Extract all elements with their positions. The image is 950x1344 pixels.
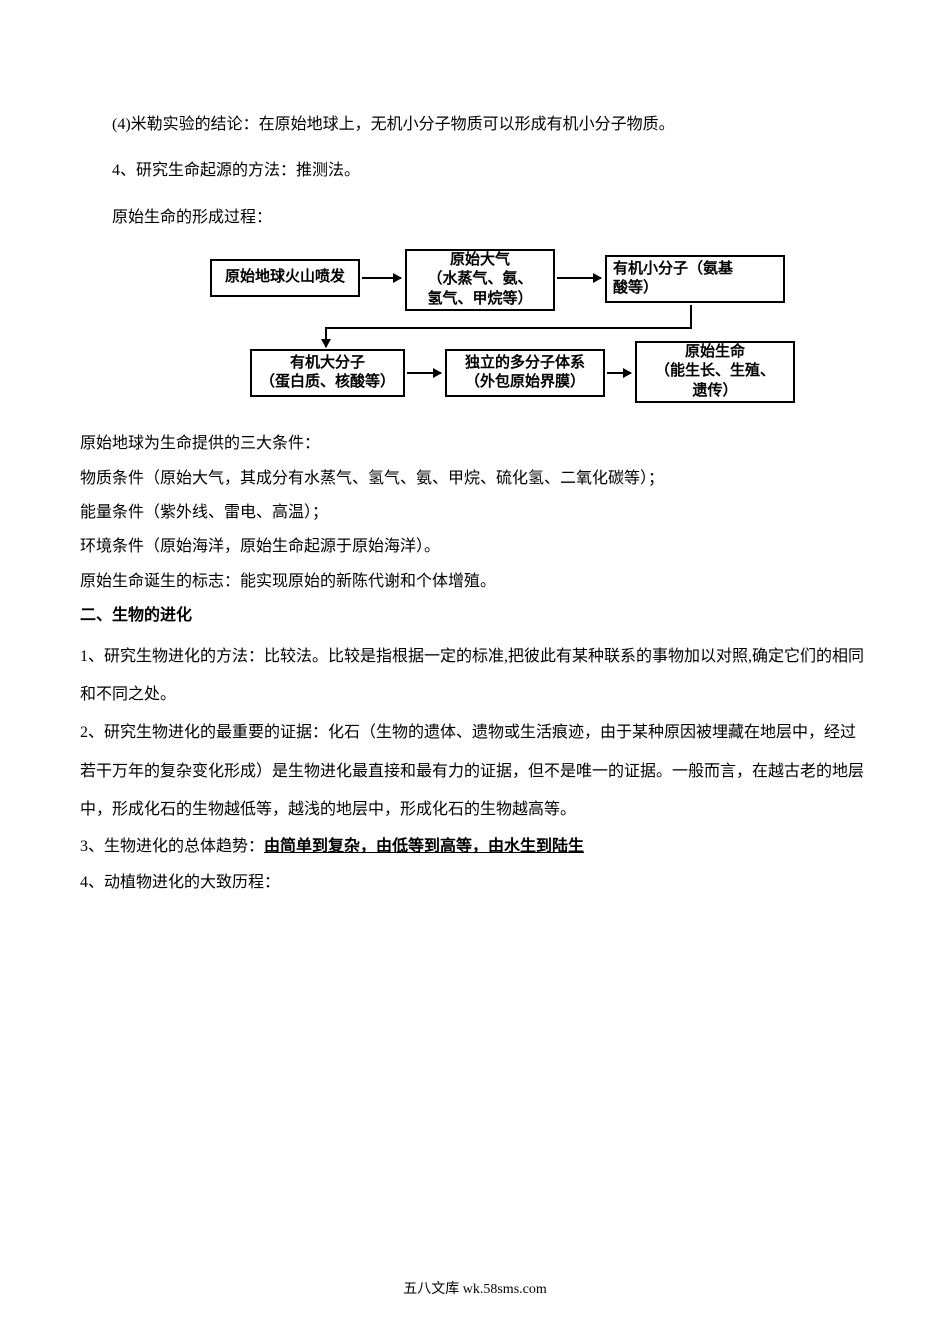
- paragraph-energy-condition: 能量条件（紫外线、雷电、高温）；: [80, 498, 870, 528]
- arrow-1-2: [362, 277, 401, 279]
- paragraph-environment-condition: 环境条件（原始海洋，原始生命起源于原始海洋）。: [80, 532, 870, 562]
- connector-v1: [690, 305, 692, 329]
- box-multimolecular-l2: （外包原始界膜）: [465, 373, 585, 393]
- paragraph-trend: 3、生物进化的总体趋势：由简单到复杂，由低等到高等，由水生到陆生: [80, 829, 870, 864]
- arrow-5-6: [607, 372, 631, 374]
- paragraph-method: 4、研究生命起源的方法：推测法。: [80, 156, 870, 186]
- box-atmosphere-l1: 原始大气: [450, 251, 510, 271]
- paragraph-evolution-course: 4、动植物进化的大致历程：: [80, 865, 870, 900]
- box-volcano-text: 原始地球火山喷发: [225, 268, 345, 288]
- box-primitive-life-l3: 遗传）: [692, 382, 737, 402]
- box-small-organic-l1: 有机小分子（氨基: [613, 260, 733, 280]
- paragraph-process-intro: 原始生命的形成过程：: [80, 203, 870, 233]
- footer-source: 五八文库 wk.58sms.com: [0, 1277, 950, 1304]
- arrow-2-3: [557, 277, 601, 279]
- connector-h1: [325, 327, 692, 329]
- box-macromolecule-l1: 有机大分子: [290, 354, 365, 374]
- paragraph-three-conditions: 原始地球为生命提供的三大条件：: [80, 429, 870, 459]
- box-macromolecule-l2: （蛋白质、核酸等）: [260, 373, 395, 393]
- trend-underlined: 由简单到复杂，由低等到高等，由水生到陆生: [264, 838, 584, 855]
- paragraph-fossil-evidence: 2、研究生物进化的最重要的证据：化石（生物的遗体、遗物或生活痕迹，由于某种原因被…: [80, 714, 870, 829]
- section-heading-evolution: 二、生物的进化: [80, 601, 870, 631]
- box-primitive-life-l2: （能生长、生殖、: [655, 362, 775, 382]
- paragraph-miller-conclusion: (4)米勒实验的结论：在原始地球上，无机小分子物质可以形成有机小分子物质。: [80, 110, 870, 140]
- arrow-4-5: [407, 372, 441, 374]
- paragraph-comparison-method: 1、研究生物进化的方法：比较法。比较是指根据一定的标准,把彼此有某种联系的事物加…: [80, 638, 870, 715]
- box-multimolecular-l1: 独立的多分子体系: [465, 354, 585, 374]
- box-primitive-life: 原始生命 （能生长、生殖、 遗传）: [635, 341, 795, 403]
- box-atmosphere: 原始大气 （水蒸气、氨、 氢气、甲烷等）: [405, 249, 555, 311]
- box-atmosphere-l2: （水蒸气、氨、: [427, 270, 532, 290]
- paragraph-birth-sign: 原始生命诞生的标志：能实现原始的新陈代谢和个体增殖。: [80, 567, 870, 597]
- trend-prefix: 3、生物进化的总体趋势：: [80, 838, 264, 855]
- paragraph-material-condition: 物质条件（原始大气，其成分有水蒸气、氢气、氨、甲烷、硫化氢、二氧化碳等）；: [80, 464, 870, 494]
- box-primitive-life-l1: 原始生命: [685, 343, 745, 363]
- box-multimolecular: 独立的多分子体系 （外包原始界膜）: [445, 349, 605, 397]
- box-small-organic-l2: 酸等）: [613, 279, 658, 299]
- box-small-organic: 有机小分子（氨基 酸等）: [605, 255, 785, 303]
- life-origin-diagram: 原始地球火山喷发 原始大气 （水蒸气、氨、 氢气、甲烷等） 有机小分子（氨基 酸…: [210, 249, 800, 409]
- box-volcano: 原始地球火山喷发: [210, 259, 360, 297]
- connector-v2: [325, 327, 327, 347]
- box-atmosphere-l3: 氢气、甲烷等）: [427, 290, 532, 310]
- box-macromolecule: 有机大分子 （蛋白质、核酸等）: [250, 349, 405, 397]
